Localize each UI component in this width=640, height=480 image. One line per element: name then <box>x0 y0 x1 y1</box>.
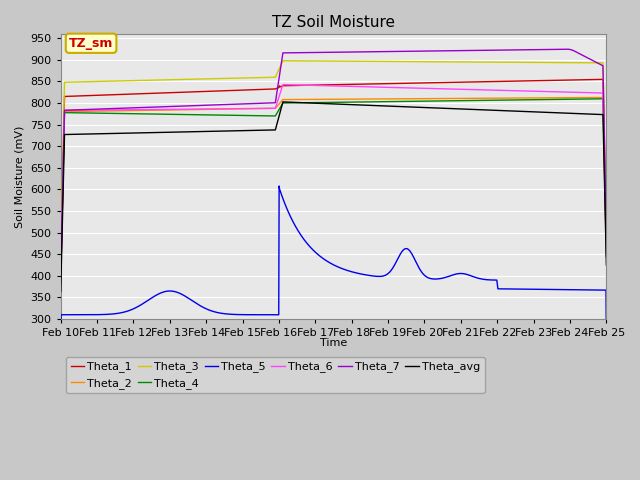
Title: TZ Soil Moisture: TZ Soil Moisture <box>272 15 395 30</box>
Text: TZ_sm: TZ_sm <box>69 37 113 50</box>
Y-axis label: Soil Moisture (mV): Soil Moisture (mV) <box>15 125 25 228</box>
Legend: Theta_1, Theta_2, Theta_3, Theta_4, Theta_5, Theta_6, Theta_7, Theta_avg: Theta_1, Theta_2, Theta_3, Theta_4, Thet… <box>67 357 484 393</box>
X-axis label: Time: Time <box>320 338 347 348</box>
